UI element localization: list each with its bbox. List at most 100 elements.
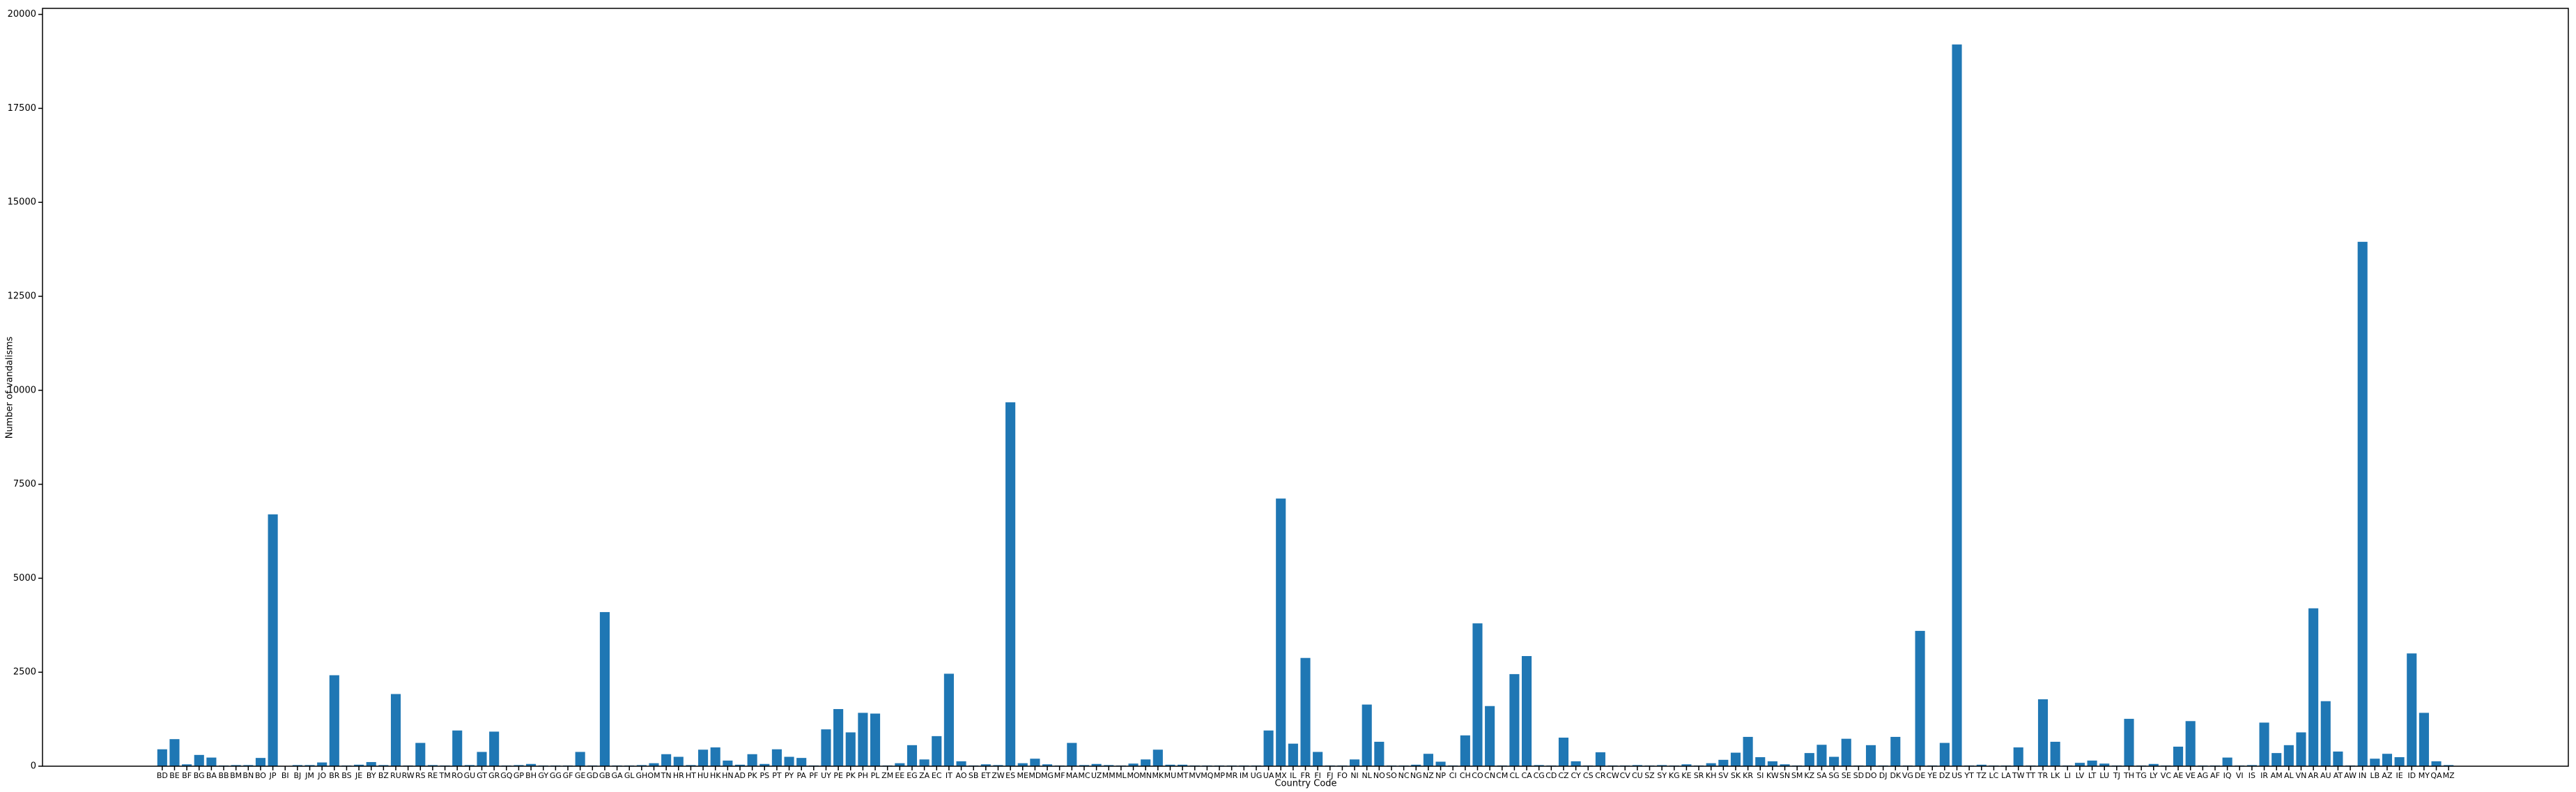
x-tick-label: NG xyxy=(1410,771,1422,780)
bar xyxy=(169,739,180,766)
x-tick-label: CA xyxy=(1521,771,1532,780)
x-tick-label: IE xyxy=(2396,771,2403,780)
x-tick-label: KR xyxy=(1743,771,1753,780)
x-tick-label: SE xyxy=(1842,771,1851,780)
x-tick-label: CW xyxy=(1606,771,1619,780)
bar xyxy=(1374,741,1385,766)
x-tick-label: AG xyxy=(2197,771,2208,780)
x-tick-label: JM xyxy=(304,771,314,780)
bar xyxy=(2431,761,2442,766)
bar xyxy=(1165,764,1175,766)
x-tick-label: SR xyxy=(1694,771,1704,780)
bar xyxy=(1829,756,1840,766)
x-tick-label: RO xyxy=(452,771,463,780)
y-axis-label: Number of vandalisms xyxy=(5,336,15,439)
bar xyxy=(1005,402,1016,766)
x-tick-label: PS xyxy=(759,771,769,780)
bar xyxy=(907,745,918,766)
bar xyxy=(354,764,364,766)
bar xyxy=(1079,765,1090,766)
bar xyxy=(366,762,376,766)
x-tick-label: JO xyxy=(317,771,326,780)
bar xyxy=(858,713,868,766)
x-tick-label: CO xyxy=(1472,771,1483,780)
x-tick-label: GB xyxy=(599,771,610,780)
x-tick-label: ML xyxy=(1116,771,1127,780)
x-tick-label: TJ xyxy=(2113,771,2120,780)
x-tick-label: BY xyxy=(367,771,376,780)
x-tick-label: SA xyxy=(1817,771,1827,780)
x-tick-label: HK xyxy=(710,771,721,780)
bar xyxy=(833,709,844,766)
x-tick-label: UG xyxy=(1251,771,1263,780)
bar xyxy=(1091,763,1102,766)
x-tick-label: IM xyxy=(1240,771,1249,780)
x-tick-label: KZ xyxy=(1804,771,1814,780)
x-tick-label: CR xyxy=(1595,771,1606,780)
x-tick-label: SO xyxy=(1386,771,1397,780)
bar xyxy=(2099,763,2110,766)
bar xyxy=(2394,757,2405,766)
x-tick-label: SV xyxy=(1718,771,1729,780)
bar xyxy=(1706,763,1716,766)
x-tick-label: BJ xyxy=(293,771,301,780)
y-tick-label: 5000 xyxy=(13,573,36,584)
bar xyxy=(1521,656,1532,766)
x-tick-label: PE xyxy=(833,771,843,780)
x-tick-label: HT xyxy=(686,771,696,780)
bar xyxy=(1718,759,1729,766)
x-tick-label: RU xyxy=(390,771,401,780)
x-tick-label: PY xyxy=(785,771,794,780)
x-tick-label: PF xyxy=(809,771,818,780)
y-tick-label: 12500 xyxy=(8,291,36,302)
axes-frame xyxy=(42,8,2569,767)
x-tick-label: TG xyxy=(2136,771,2147,780)
bar xyxy=(1178,764,1188,766)
bar xyxy=(1350,759,1360,766)
x-tick-label: US xyxy=(1952,771,1962,780)
x-tick-label: LU xyxy=(2099,771,2109,780)
x-tick-label: MO xyxy=(1127,771,1139,780)
x-tick-label: ID xyxy=(2407,771,2416,780)
x-tick-label: BD xyxy=(157,771,168,780)
bar xyxy=(673,756,684,766)
bar xyxy=(514,765,524,766)
bar xyxy=(993,765,1003,766)
bar xyxy=(2074,763,2085,766)
x-tick-label: OM xyxy=(647,771,660,780)
bar xyxy=(1017,763,1028,766)
bar xyxy=(1276,498,1286,766)
x-tick-label: NP xyxy=(1435,771,1446,780)
x-tick-label: GH xyxy=(635,771,647,780)
x-tick-label: BZ xyxy=(378,771,390,780)
x-tick-label: MC xyxy=(1078,771,1090,780)
x-tick-label: RS xyxy=(415,771,426,780)
x-tick-label: AM xyxy=(2271,771,2283,780)
x-tick-label: SZ xyxy=(1644,771,1655,780)
bar xyxy=(1915,630,1925,766)
bar xyxy=(390,694,401,766)
bar xyxy=(1817,745,1827,766)
x-tick-label: BO xyxy=(255,771,266,780)
x-tick-label: CZ xyxy=(1558,771,1569,780)
bar xyxy=(932,736,942,766)
x-tick-label: CS xyxy=(1583,771,1594,780)
bar xyxy=(378,765,389,766)
x-tick-label: GD xyxy=(587,771,599,780)
bar xyxy=(698,749,709,766)
x-tick-label: TM xyxy=(438,771,450,780)
x-tick-label: MK xyxy=(1152,771,1164,780)
bar xyxy=(2370,759,2380,766)
bar xyxy=(575,752,585,766)
bar xyxy=(1755,757,1766,766)
x-tick-label: BF xyxy=(182,771,192,780)
x-tick-label: AD xyxy=(734,771,746,780)
x-tick-label: GL xyxy=(624,771,635,780)
x-tick-label: ZW xyxy=(992,771,1005,780)
x-tick-label: CU xyxy=(1632,771,1643,780)
x-tick-label: HR xyxy=(673,771,684,780)
x-tick-label: UA xyxy=(1263,771,1274,780)
bar xyxy=(2148,763,2159,766)
bar xyxy=(1534,765,1544,766)
x-tick-label: MN xyxy=(1139,771,1152,780)
